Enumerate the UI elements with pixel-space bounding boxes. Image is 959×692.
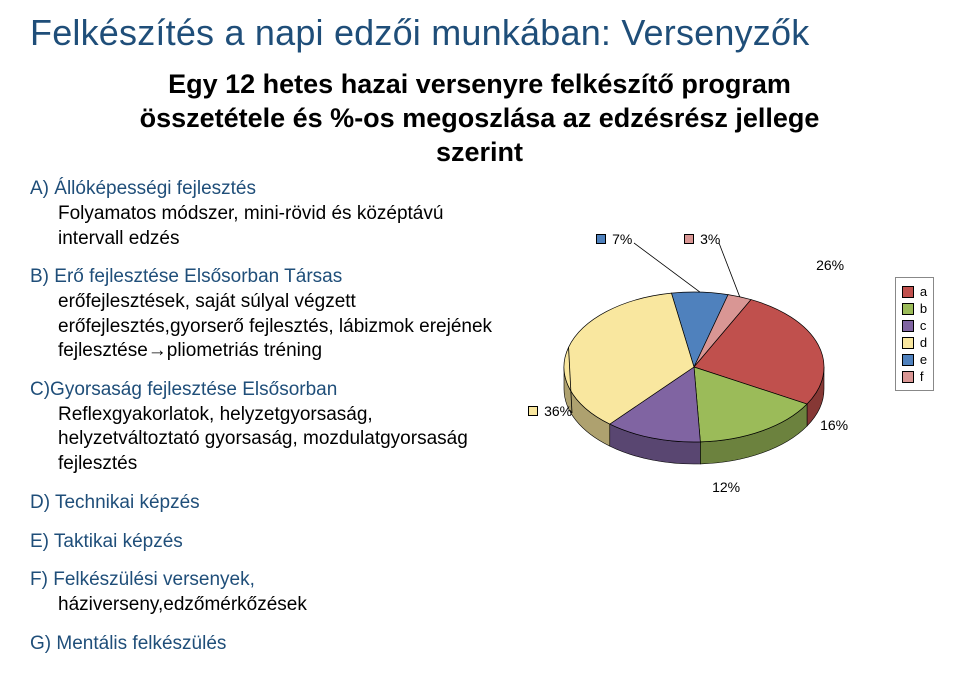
- legend-swatch-b: [902, 303, 914, 315]
- slide: Felkészítés a napi edzői munkában: Verse…: [0, 0, 959, 692]
- datalabel-swatch-d: [528, 406, 538, 416]
- datalabel-b: 16%: [820, 417, 848, 433]
- description-list: A) Állóképességi fejlesztés Folyamatos m…: [30, 177, 514, 670]
- chart-legend: abcdef: [895, 277, 934, 391]
- legend-label-c: c: [920, 318, 927, 333]
- subtitle-line2: összetétele és %-os megoszlása az edzésr…: [140, 103, 820, 133]
- datalabel-d: 36%: [528, 403, 572, 419]
- item-d: D) Technikai képzés: [30, 491, 514, 516]
- item-e: E) Taktikai képzés: [30, 530, 514, 555]
- legend-row-d: d: [902, 335, 927, 350]
- item-c: C)Gyorsaság fejlesztése Elsősorban Refle…: [30, 378, 514, 477]
- legend-swatch-e: [902, 354, 914, 366]
- legend-row-b: b: [902, 301, 927, 316]
- item-f-label: F) Felkészülési versenyek,: [30, 569, 255, 590]
- item-d-label: D) Technikai képzés: [30, 492, 200, 513]
- datalabel-swatch-e: [596, 234, 606, 244]
- item-b-sub: erőfejlesztések, saját súlyal végzett er…: [58, 290, 514, 364]
- datalabel-text-e: 7%: [612, 231, 632, 247]
- legend-swatch-f: [902, 371, 914, 383]
- item-g-label: G) Mentális felkészülés: [30, 633, 226, 654]
- datalabel-e: 7%: [596, 231, 632, 247]
- legend-swatch-a: [902, 286, 914, 298]
- datalabel-text-c: 12%: [712, 479, 740, 495]
- datalabel-c: 12%: [712, 479, 740, 495]
- chart-column: 7% 3% 26% 16% 12% 36% abcdef: [514, 177, 929, 670]
- page-title: Felkészítés a napi edzői munkában: Verse…: [30, 12, 929, 54]
- datalabel-text-f: 3%: [700, 231, 720, 247]
- content-columns: A) Állóképességi fejlesztés Folyamatos m…: [30, 177, 929, 670]
- legend-row-e: e: [902, 352, 927, 367]
- legend-label-e: e: [920, 352, 927, 367]
- item-a: A) Állóképességi fejlesztés Folyamatos m…: [30, 177, 514, 251]
- legend-label-a: a: [920, 284, 927, 299]
- datalabel-text-a: 26%: [816, 257, 844, 273]
- datalabel-text-b: 16%: [820, 417, 848, 433]
- item-a-sub: Folyamatos módszer, mini-rövid és középt…: [58, 202, 514, 251]
- item-f-sub: háziverseny,edzőmérkőzések: [58, 593, 514, 618]
- legend-row-f: f: [902, 369, 927, 384]
- legend-label-d: d: [920, 335, 927, 350]
- item-b: B) Erő fejlesztése Elsősorban Társas erő…: [30, 265, 514, 364]
- pie-chart: 7%3%26%16%12%36% abcdef: [524, 217, 884, 537]
- legend-swatch-d: [902, 337, 914, 349]
- datalabel-a: 26%: [816, 257, 844, 273]
- item-e-label: E) Taktikai képzés: [30, 531, 183, 552]
- legend-swatch-c: [902, 320, 914, 332]
- subtitle-line1: Egy 12 hetes hazai versenyre felkészítő …: [168, 69, 791, 99]
- datalabel-text-d: 36%: [544, 403, 572, 419]
- item-a-label: A) Állóképességi fejlesztés: [30, 178, 256, 199]
- subtitle-line3: szerint: [436, 137, 523, 167]
- item-c-label: C)Gyorsaság fejlesztése Elsősorban: [30, 379, 337, 400]
- legend-label-f: f: [920, 369, 924, 384]
- legend-label-b: b: [920, 301, 927, 316]
- item-b-label: B) Erő fejlesztése Elsősorban Társas: [30, 266, 342, 287]
- datalabel-swatch-f: [684, 234, 694, 244]
- item-c-sub: Reflexgyakorlatok, helyzetgyorsaság, hel…: [58, 403, 514, 477]
- datalabel-f: 3%: [684, 231, 720, 247]
- item-g: G) Mentális felkészülés: [30, 632, 514, 657]
- legend-row-c: c: [902, 318, 927, 333]
- item-f: F) Felkészülési versenyek, háziverseny,e…: [30, 568, 514, 617]
- chart-subtitle: Egy 12 hetes hazai versenyre felkészítő …: [110, 68, 850, 169]
- legend-row-a: a: [902, 284, 927, 299]
